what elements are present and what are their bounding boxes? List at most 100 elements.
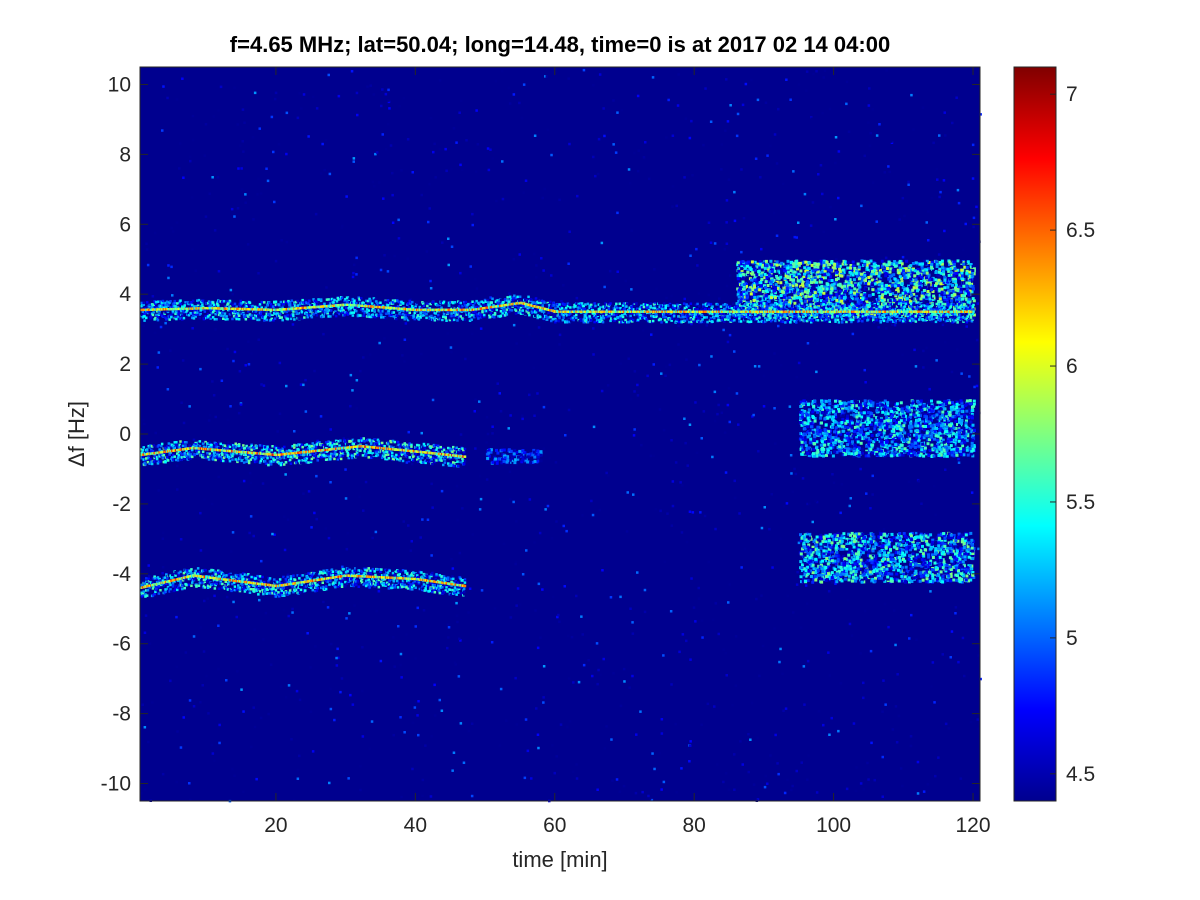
noise-cell	[828, 107, 832, 111]
noise-cell	[964, 222, 967, 226]
diffuse-cell	[903, 431, 907, 435]
noise-cell	[459, 163, 462, 167]
noise-cell	[512, 323, 516, 327]
noise-cell	[250, 745, 253, 749]
diffuse-cell	[954, 408, 958, 412]
diffuse-cell	[971, 454, 975, 458]
noise-cell	[402, 520, 405, 523]
noise-cell	[533, 134, 537, 137]
diffuse-cell	[966, 409, 970, 413]
diffuse-cell	[930, 399, 933, 403]
noise-cell	[358, 495, 361, 499]
diffuse-cell	[955, 300, 959, 304]
noise-cell	[951, 121, 954, 125]
diffuse-cell	[929, 299, 932, 303]
diffuse-cell	[799, 400, 803, 404]
diffuse-cell	[846, 296, 850, 300]
noise-cell	[859, 467, 862, 471]
diffuse-cell	[943, 449, 947, 453]
noise-cell	[509, 616, 513, 619]
noise-cell	[471, 533, 474, 536]
diffuse-cell	[941, 434, 945, 438]
diffuse-cell	[860, 259, 864, 263]
diffuse-cell	[792, 278, 796, 282]
diffuse-cell	[932, 405, 936, 409]
diffuse-cell	[823, 412, 827, 416]
diffuse-cell	[926, 267, 930, 271]
noise-cell	[655, 287, 658, 291]
diffuse-cell	[819, 295, 822, 299]
diffuse-cell	[784, 269, 788, 273]
diffuse-cell	[816, 265, 820, 269]
diffuse-cell	[951, 286, 955, 290]
noise-cell	[217, 667, 220, 671]
noise-cell	[759, 176, 762, 179]
noise-cell	[181, 711, 184, 715]
diffuse-cell	[946, 440, 950, 444]
noise-cell	[752, 413, 755, 417]
diffuse-cell	[971, 274, 975, 278]
diffuse-cell	[785, 312, 789, 316]
diffuse-cell	[863, 293, 867, 297]
diffuse-cell	[951, 289, 955, 293]
noise-cell	[893, 323, 897, 327]
diffuse-cell	[778, 271, 782, 275]
noise-cell	[157, 489, 160, 492]
noise-cell	[723, 431, 727, 434]
diffuse-cell	[865, 271, 869, 275]
diffuse-cell	[745, 296, 749, 300]
noise-cell	[618, 790, 622, 793]
diffuse-cell	[941, 413, 944, 417]
diffuse-cell	[858, 306, 861, 310]
noise-cell	[976, 727, 980, 730]
diffuse-cell	[871, 401, 875, 405]
noise-cell	[814, 529, 817, 533]
diffuse-cell	[966, 412, 970, 416]
noise-cell	[688, 760, 691, 763]
diffuse-cell	[972, 402, 976, 406]
diffuse-cell	[783, 277, 787, 281]
diffuse-cell	[907, 273, 911, 277]
diffuse-cell	[859, 293, 863, 297]
noise-cell	[750, 701, 754, 705]
diffuse-cell	[784, 301, 788, 305]
noise-cell	[870, 741, 873, 745]
diffuse-cell	[855, 404, 859, 408]
diffuse-cell	[838, 445, 842, 449]
diffuse-cell	[930, 438, 933, 442]
diffuse-cell	[808, 452, 812, 456]
noise-cell	[282, 608, 286, 612]
noise-cell	[147, 574, 151, 578]
diffuse-cell	[930, 278, 933, 282]
noise-cell	[352, 271, 355, 275]
noise-cell	[865, 492, 868, 495]
diffuse-cell	[956, 285, 960, 289]
noise-cell	[188, 782, 191, 785]
noise-cell	[722, 648, 725, 651]
noise-cell	[558, 620, 561, 623]
diffuse-cell	[822, 259, 826, 263]
diffuse-cell	[747, 280, 751, 283]
noise-cell	[366, 578, 369, 581]
noise-cell	[322, 332, 325, 336]
diffuse-cell	[924, 421, 927, 425]
noise-cell	[928, 404, 932, 408]
chart-title: f=4.65 MHz; lat=50.04; long=14.48, time=…	[230, 32, 890, 57]
noise-cell	[937, 756, 940, 759]
diffuse-cell	[876, 403, 880, 407]
diffuse-cell	[805, 283, 809, 287]
diffuse-cell	[742, 274, 746, 278]
noise-cell	[400, 169, 403, 172]
diffuse-cell	[760, 278, 764, 281]
diffuse-cell	[812, 294, 816, 298]
noise-cell	[371, 536, 374, 540]
noise-cell	[863, 609, 867, 613]
noise-cell	[249, 481, 252, 485]
noise-cell	[848, 504, 851, 508]
diffuse-cell	[771, 302, 775, 306]
noise-cell	[284, 473, 287, 476]
noise-cell	[754, 157, 758, 160]
noise-cell	[518, 101, 521, 105]
diffuse-cell	[926, 434, 930, 438]
diffuse-cell	[836, 277, 840, 281]
